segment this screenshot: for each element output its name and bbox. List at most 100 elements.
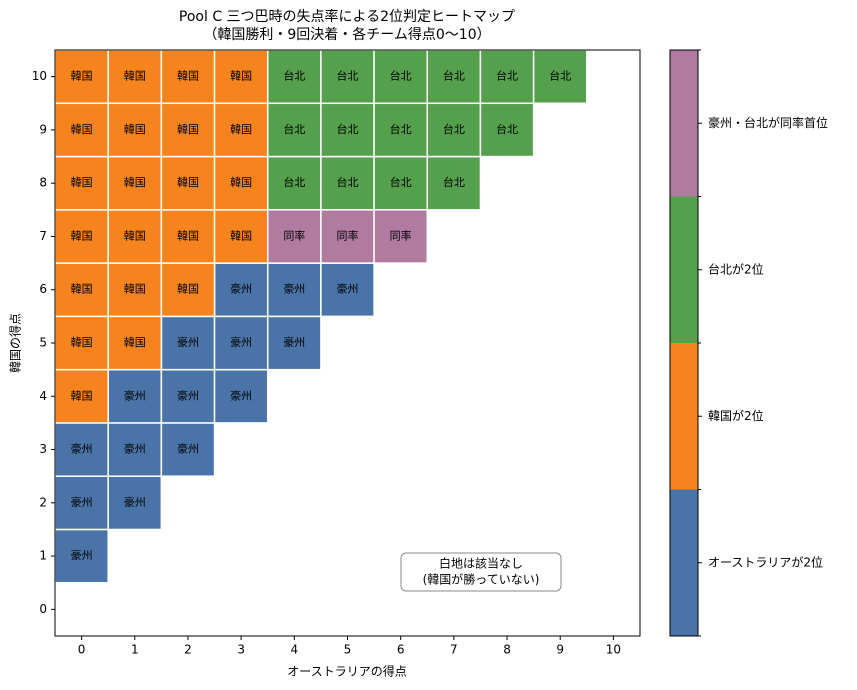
cell-label: 同率 <box>283 228 305 242</box>
colorbar-segment <box>670 489 698 636</box>
heatmap-cell <box>532 49 588 105</box>
cell-label: 台北 <box>443 69 465 83</box>
heatmap-cell <box>160 49 216 105</box>
x-tick-label: 4 <box>290 643 298 657</box>
cell-label: 韓国 <box>124 176 146 189</box>
heatmap-cell <box>54 262 109 318</box>
cell-label: 韓国 <box>177 70 199 83</box>
cell-label: 韓国 <box>124 283 146 296</box>
cell-label: 豪州 <box>230 335 252 349</box>
legend-label: オーストラリアが2位 <box>708 554 823 569</box>
heatmap-cell <box>320 262 375 318</box>
cell-label: 台北 <box>496 69 518 83</box>
y-tick-label: 4 <box>39 389 47 403</box>
cell-label: 豪州 <box>71 495 93 509</box>
heatmap-cell <box>107 155 163 211</box>
x-tick-label: 1 <box>131 643 139 657</box>
cell-label: 韓国 <box>177 123 199 136</box>
heatmap-cell <box>266 315 322 371</box>
heatmap-cell <box>266 209 322 264</box>
heatmap-cell <box>107 49 163 105</box>
heatmap-cell <box>213 209 269 264</box>
cell-label: 台北 <box>443 122 465 136</box>
annotation: (韓国が勝っていない) <box>423 572 540 587</box>
cell-label: 同率 <box>337 228 359 242</box>
x-tick-label: 10 <box>606 643 621 657</box>
cell-label: 韓国 <box>230 70 252 83</box>
heatmap-cell <box>54 475 109 531</box>
heatmap-cell <box>426 155 482 211</box>
x-tick-label: 8 <box>503 643 511 657</box>
cell-label: 韓国 <box>177 176 199 189</box>
y-tick-label: 6 <box>39 282 47 296</box>
cell-label: 台北 <box>283 175 305 189</box>
legend-label: 韓国が2位 <box>708 408 764 423</box>
heatmap-cell <box>426 102 482 158</box>
heatmap-cell <box>426 49 482 105</box>
cell-label: 台北 <box>549 69 571 83</box>
cell-label: 豪州 <box>337 282 359 296</box>
x-tick-label: 3 <box>237 643 245 657</box>
cell-label: 豪州 <box>230 388 252 402</box>
legend-label: 豪州・台北が同率首位 <box>708 115 828 130</box>
y-tick-label: 9 <box>39 122 47 136</box>
x-tick-label: 7 <box>450 643 458 657</box>
cell-label: 豪州 <box>71 442 93 456</box>
cell-label: 豪州 <box>124 442 146 456</box>
heatmap-cell <box>373 49 429 105</box>
legend-label: 台北が2位 <box>708 261 764 276</box>
cell-label: 台北 <box>283 122 305 136</box>
cell-label: 台北 <box>283 69 305 83</box>
chart-title: Pool C 三つ巴時の失点率による2位判定ヒートマップ <box>179 8 515 25</box>
cell-label: 台北 <box>390 175 412 189</box>
cell-label: 豪州 <box>177 388 199 402</box>
chart-subtitle: （韓国勝利・9回決着・各チーム得点0〜10） <box>203 26 490 43</box>
heatmap-cell <box>107 209 163 264</box>
cell-label: 韓国 <box>71 176 93 189</box>
cell-label: 豪州 <box>124 495 146 509</box>
y-axis-label: 韓国の得点 <box>8 313 23 373</box>
y-tick-label: 1 <box>39 549 47 563</box>
heatmap-cell <box>373 209 429 264</box>
heatmap-cell <box>266 49 322 105</box>
heatmap-cell <box>107 315 163 371</box>
annotation: 白地は該当なし <box>439 556 523 571</box>
cell-label: 豪州 <box>71 548 93 562</box>
colorbar-segment <box>670 50 698 197</box>
heatmap-cell <box>320 209 375 264</box>
cell-label: 韓国 <box>124 336 146 349</box>
heatmap-cell <box>160 422 216 477</box>
cell-label: 韓国 <box>71 70 93 83</box>
x-tick-label: 0 <box>78 643 86 657</box>
cell-label: 韓国 <box>71 123 93 136</box>
cell-label: 韓国 <box>177 229 199 242</box>
cell-label: 台北 <box>337 175 359 189</box>
cell-label: 台北 <box>443 175 465 189</box>
x-tick-label: 2 <box>184 643 192 657</box>
cell-label: 韓国 <box>71 336 93 349</box>
cell-label: 韓国 <box>71 389 93 402</box>
x-tick-label: 5 <box>344 643 352 657</box>
heatmap-cell <box>160 368 216 424</box>
cell-label: 豪州 <box>177 335 199 349</box>
y-tick-label: 7 <box>39 229 47 243</box>
heatmap-cell <box>213 368 269 424</box>
cell-label: 台北 <box>337 122 359 136</box>
y-tick-label: 8 <box>39 176 47 190</box>
cell-label: 台北 <box>390 122 412 136</box>
x-tick-label: 6 <box>397 643 405 657</box>
cell-label: 台北 <box>496 122 518 136</box>
cell-label: 韓国 <box>124 123 146 136</box>
heatmap-cell <box>54 49 109 105</box>
cell-label: 豪州 <box>177 442 199 456</box>
colorbar-segment <box>670 343 698 490</box>
heatmap-cell <box>107 422 163 477</box>
annotation-box <box>400 552 562 592</box>
cell-label: 韓国 <box>71 283 93 296</box>
heatmap-cell <box>213 155 269 211</box>
cell-label: 韓国 <box>230 123 252 136</box>
cell-label: 豪州 <box>283 282 305 296</box>
cell-label: 豪州 <box>283 335 305 349</box>
cell-label: 台北 <box>337 69 359 83</box>
